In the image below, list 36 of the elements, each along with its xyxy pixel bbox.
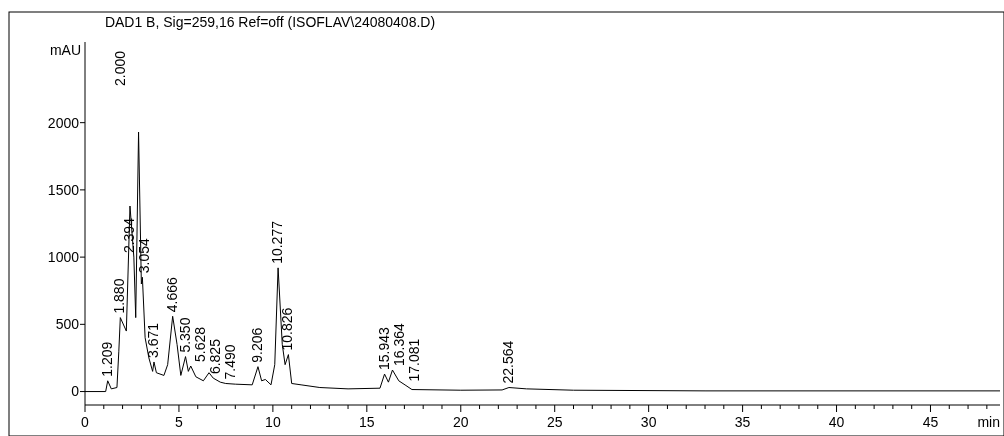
x-tick-label: 40	[828, 414, 845, 430]
annotation: 6.825	[206, 338, 223, 375]
x-tick-label: 10	[265, 414, 281, 430]
annotation: 15.943	[375, 327, 392, 371]
annotation: 7.490	[221, 344, 238, 380]
y-tick-label: 1500	[47, 181, 80, 198]
x-tick-label: 45	[922, 414, 939, 430]
y-tick-label: 500	[55, 316, 80, 333]
annotation: 1.880	[111, 278, 128, 314]
y-tick-label: 0	[71, 383, 80, 400]
annotation: 17.081	[405, 338, 422, 382]
annotation: 3.054	[135, 238, 152, 274]
annotation: 16.364	[390, 323, 407, 367]
annotation: 5.350	[176, 317, 193, 353]
y-tick-label: 1000	[47, 249, 80, 266]
y-axis-title: mAU	[49, 42, 81, 58]
chart-title: DAD1 B, Sig=259,16 Ref=off (ISOFLAV\24080408.D)	[104, 14, 436, 30]
annotation: 2.394	[120, 217, 137, 254]
annotation: 10.277	[269, 220, 286, 264]
x-tick-label: 30	[640, 414, 657, 430]
annotation: 10.826	[279, 307, 296, 351]
x-tick-label: 15	[359, 414, 375, 430]
annotation: 3.671	[144, 322, 161, 358]
annotation: 2.000	[112, 50, 128, 86]
x-axis-title: min	[977, 414, 1000, 430]
y-tick-label: 2000	[47, 114, 80, 131]
x-tick-label: 35	[734, 414, 751, 430]
x-tick-label: 5	[175, 414, 184, 430]
annotation: 4.666	[163, 277, 180, 313]
x-tick-label: 0	[81, 414, 90, 430]
x-tick-label: 25	[546, 414, 563, 430]
annotation: 22.564	[499, 340, 516, 384]
annotation: 1.209	[98, 341, 115, 377]
x-tick-label: 20	[452, 414, 469, 430]
annotation: 5.628	[191, 326, 208, 363]
annotation: 9.206	[248, 327, 265, 363]
